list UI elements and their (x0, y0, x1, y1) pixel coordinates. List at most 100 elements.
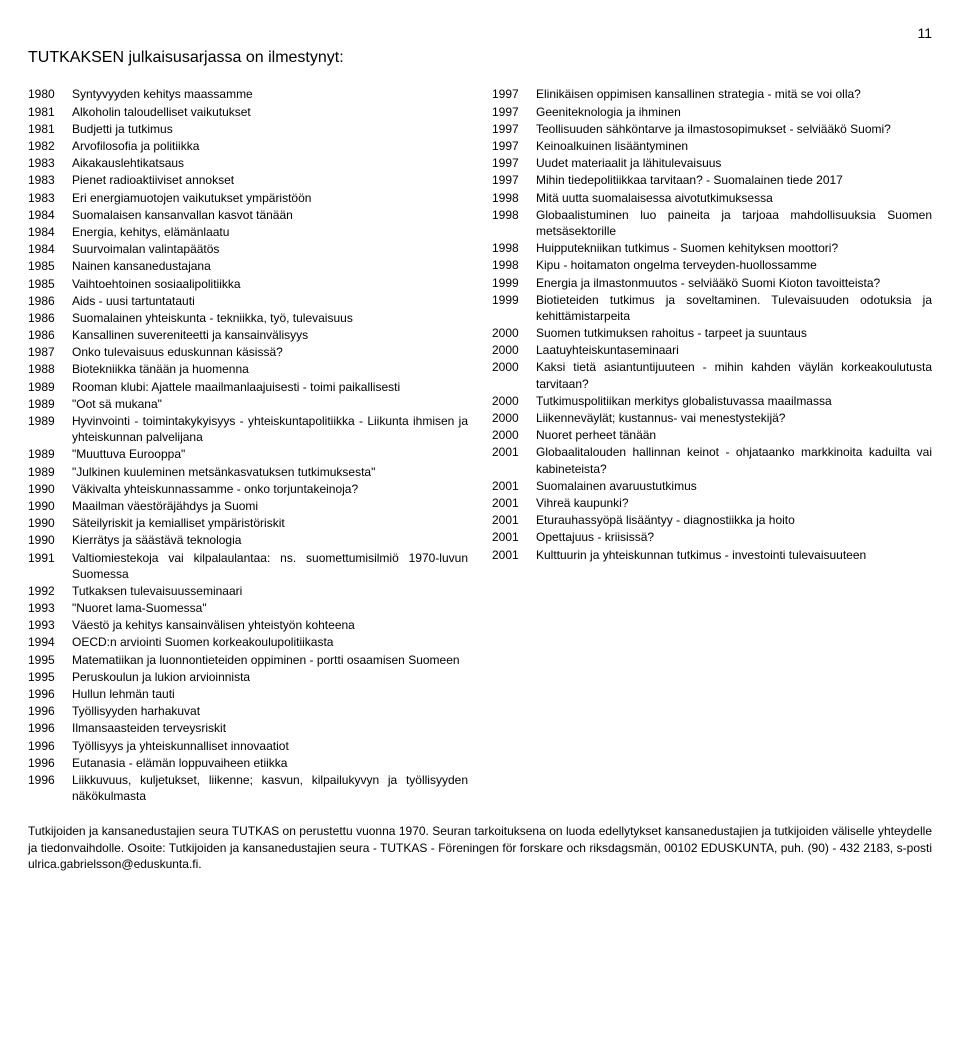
entry-text: Työllisyys ja yhteiskunnalliset innovaat… (72, 738, 468, 754)
entry-text: Väestö ja kehitys kansainvälisen yhteist… (72, 617, 468, 633)
entry-year: 2001 (492, 478, 536, 494)
entry-text: Työllisyyden harhakuvat (72, 703, 468, 719)
entry-year: 1997 (492, 172, 536, 188)
publication-entry: 1996Liikkuvuus, kuljetukset, liikenne; k… (28, 772, 468, 804)
entry-text: Laatuyhteiskuntaseminaari (536, 342, 932, 358)
entry-text: Eturauhassyöpä lisääntyy - diagnostiikka… (536, 512, 932, 528)
entry-text: "Julkinen kuuleminen metsänkasvatuksen t… (72, 464, 468, 480)
publication-entry: 1990Kierrätys ja säästävä teknologia (28, 532, 468, 548)
publication-entry: 1999Energia ja ilmastonmuutos - selviääk… (492, 275, 932, 291)
publication-entry: 1981Alkoholin taloudelliset vaikutukset (28, 104, 468, 120)
entry-text: Mihin tiedepolitiikkaa tarvitaan? - Suom… (536, 172, 932, 188)
entry-year: 2001 (492, 529, 536, 545)
entry-text: Tutkaksen tulevaisuusseminaari (72, 583, 468, 599)
publication-entry: 2000Kaksi tietä asiantuntijuuteen - mihi… (492, 359, 932, 391)
publication-entry: 1995Matematiikan ja luonnontieteiden opp… (28, 652, 468, 668)
entry-year: 1997 (492, 104, 536, 120)
publication-entry: 2001Opettajuus - kriisissä? (492, 529, 932, 545)
entry-year: 2000 (492, 359, 536, 391)
entry-text: Teollisuuden sähköntarve ja ilmastosopim… (536, 121, 932, 137)
right-column: 1997Elinikäisen oppimisen kansallinen st… (492, 86, 932, 805)
entry-text: Suomalainen avaruustutkimus (536, 478, 932, 494)
entry-year: 1996 (28, 686, 72, 702)
publication-entry: 1989Rooman klubi: Ajattele maailmanlaaju… (28, 379, 468, 395)
entry-text: Maailman väestöräjähdys ja Suomi (72, 498, 468, 514)
publication-entry: 1989"Muuttuva Eurooppa" (28, 446, 468, 462)
entry-year: 1986 (28, 293, 72, 309)
entry-text: Syntyvyyden kehitys maassamme (72, 86, 468, 102)
publication-entry: 1997Teollisuuden sähköntarve ja ilmastos… (492, 121, 932, 137)
publication-entry: 1991Valtiomiestekoja vai kilpalaulantaa:… (28, 550, 468, 582)
publication-entry: 2000Liikenneväylät; kustannus- vai menes… (492, 410, 932, 426)
entry-text: Tutkimuspolitiikan merkitys globalistuva… (536, 393, 932, 409)
entry-text: Aids - uusi tartuntatauti (72, 293, 468, 309)
entry-text: Kierrätys ja säästävä teknologia (72, 532, 468, 548)
entry-year: 1983 (28, 172, 72, 188)
entry-year: 1987 (28, 344, 72, 360)
entry-year: 2000 (492, 342, 536, 358)
entry-text: Liikenneväylät; kustannus- vai menestyst… (536, 410, 932, 426)
entry-text: Eutanasia - elämän loppuvaiheen etiikka (72, 755, 468, 771)
entry-text: Alkoholin taloudelliset vaikutukset (72, 104, 468, 120)
entry-year: 1993 (28, 600, 72, 616)
entry-text: "Nuoret lama-Suomessa" (72, 600, 468, 616)
publication-entry: 1985Nainen kansanedustajana (28, 258, 468, 274)
publication-entry: 1995Peruskoulun ja lukion arvioinnista (28, 669, 468, 685)
entry-year: 1998 (492, 240, 536, 256)
publication-entry: 1998Huipputekniikan tutkimus - Suomen ke… (492, 240, 932, 256)
entry-text: Ilmansaasteiden terveysriskit (72, 720, 468, 736)
entry-text: Rooman klubi: Ajattele maailmanlaajuises… (72, 379, 468, 395)
entry-year: 1999 (492, 292, 536, 324)
publication-entry: 1994OECD:n arviointi Suomen korkeakoulup… (28, 634, 468, 650)
publication-entry: 1987Onko tulevaisuus eduskunnan käsissä? (28, 344, 468, 360)
entry-text: Energia, kehitys, elämänlaatu (72, 224, 468, 240)
publication-entry: 1984Suurvoimalan valintapäätös (28, 241, 468, 257)
entry-year: 1990 (28, 515, 72, 531)
publication-entry: 2000Tutkimuspolitiikan merkitys globalis… (492, 393, 932, 409)
publication-entry: 2000Suomen tutkimuksen rahoitus - tarpee… (492, 325, 932, 341)
entry-year: 1999 (492, 275, 536, 291)
entry-year: 1995 (28, 652, 72, 668)
publication-entry: 1993"Nuoret lama-Suomessa" (28, 600, 468, 616)
entry-text: Biotekniikka tänään ja huomenna (72, 361, 468, 377)
entry-text: Budjetti ja tutkimus (72, 121, 468, 137)
entry-text: Kipu - hoitamaton ongelma terveyden-huol… (536, 257, 932, 273)
publication-entry: 1986Suomalainen yhteiskunta - tekniikka,… (28, 310, 468, 326)
entry-text: Geeniteknologia ja ihminen (536, 104, 932, 120)
entry-text: Kulttuurin ja yhteiskunnan tutkimus - in… (536, 547, 932, 563)
publication-entry: 2001Eturauhassyöpä lisääntyy - diagnosti… (492, 512, 932, 528)
entry-year: 1986 (28, 327, 72, 343)
publication-entry: 1989Hyvinvointi - toimintakykyisyys - yh… (28, 413, 468, 445)
entry-year: 1983 (28, 190, 72, 206)
entry-year: 1996 (28, 738, 72, 754)
publication-entry: 1998Kipu - hoitamaton ongelma terveyden-… (492, 257, 932, 273)
entry-text: Hyvinvointi - toimintakykyisyys - yhteis… (72, 413, 468, 445)
publication-entry: 1996Työllisyyden harhakuvat (28, 703, 468, 719)
entry-text: Suurvoimalan valintapäätös (72, 241, 468, 257)
entry-year: 1980 (28, 86, 72, 102)
entry-text: Energia ja ilmastonmuutos - selviääkö Su… (536, 275, 932, 291)
publication-entry: 1983Eri energiamuotojen vaikutukset ympä… (28, 190, 468, 206)
publication-entry: 1997Geeniteknologia ja ihminen (492, 104, 932, 120)
publication-entry: 1985Vaihtoehtoinen sosiaalipolitiikka (28, 276, 468, 292)
entry-text: Biotieteiden tutkimus ja soveltaminen. T… (536, 292, 932, 324)
entry-year: 1993 (28, 617, 72, 633)
entry-text: "Oot sä mukana" (72, 396, 468, 412)
publication-entry: 1990Maailman väestöräjähdys ja Suomi (28, 498, 468, 514)
entry-year: 2001 (492, 547, 536, 563)
entry-text: Globaalistuminen luo paineita ja tarjoaa… (536, 207, 932, 239)
entry-year: 1986 (28, 310, 72, 326)
entry-year: 2001 (492, 512, 536, 528)
publication-entry: 1984Suomalaisen kansanvallan kasvot tänä… (28, 207, 468, 223)
entry-text: Kansallinen suvereniteetti ja kansainväl… (72, 327, 468, 343)
entry-year: 1989 (28, 413, 72, 445)
entry-year: 1990 (28, 498, 72, 514)
entry-year: 1983 (28, 155, 72, 171)
entry-year: 1984 (28, 241, 72, 257)
entry-year: 2001 (492, 444, 536, 476)
entry-year: 1994 (28, 634, 72, 650)
two-column-layout: 1980Syntyvyyden kehitys maassamme 1981Alk… (28, 86, 932, 805)
publication-entry: 2000Laatuyhteiskuntaseminaari (492, 342, 932, 358)
entry-text: Uudet materiaalit ja lähitulevaisuus (536, 155, 932, 171)
entry-text: Suomen tutkimuksen rahoitus - tarpeet ja… (536, 325, 932, 341)
